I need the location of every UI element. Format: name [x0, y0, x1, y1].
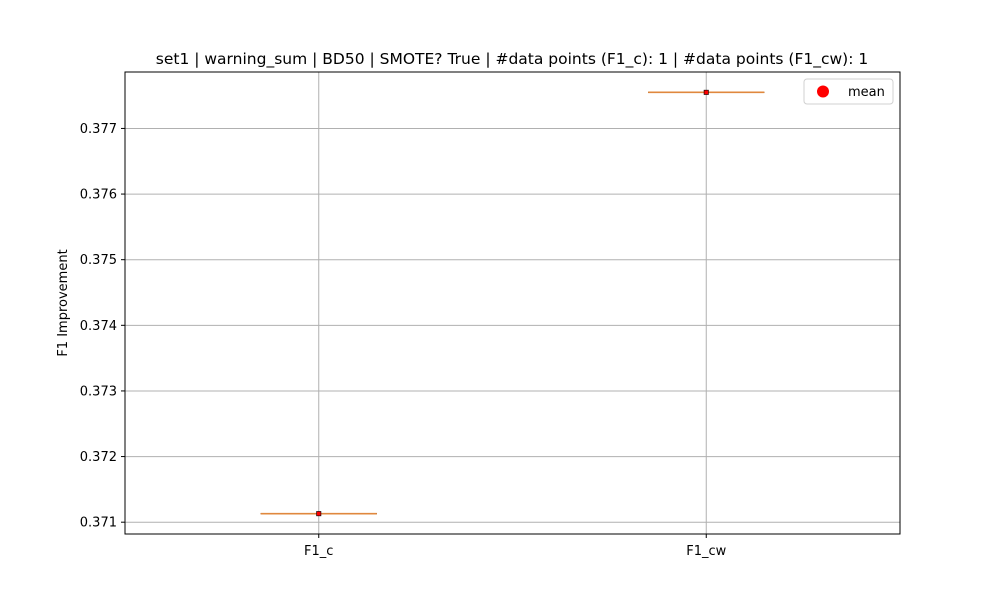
legend-box: [803, 78, 894, 105]
y-tick-label: 0.377: [80, 122, 117, 137]
plot-frame: [124, 71, 901, 535]
legend-mean-marker: [817, 85, 829, 98]
chart-title: set1 | warning_sum | BD50 | SMOTE? True …: [156, 50, 869, 69]
mean-marker-F1_c: [316, 511, 322, 517]
y-tick-label: 0.372: [80, 450, 117, 465]
x-axis: F1_c F1_cw: [304, 534, 727, 559]
y-tick-label: 0.371: [80, 516, 117, 531]
y-tick-label: 0.374: [80, 319, 117, 334]
y-axis-label: F1 Improvement: [56, 249, 71, 356]
y-tick-label: 0.373: [80, 384, 117, 399]
grid: [125, 72, 900, 534]
legend-label-mean: mean: [848, 85, 885, 100]
legend: mean: [803, 78, 894, 105]
x-tick-label: F1_cw: [686, 544, 726, 559]
mean-marker-F1_cw: [703, 89, 709, 95]
y-axis: 0.371 0.372 0.373 0.374 0.375 0.376 0.377: [80, 122, 125, 531]
y-tick-label: 0.376: [80, 188, 117, 203]
x-tick-label: F1_c: [304, 544, 333, 559]
y-tick-label: 0.375: [80, 253, 117, 268]
box-marks: [260, 89, 765, 517]
